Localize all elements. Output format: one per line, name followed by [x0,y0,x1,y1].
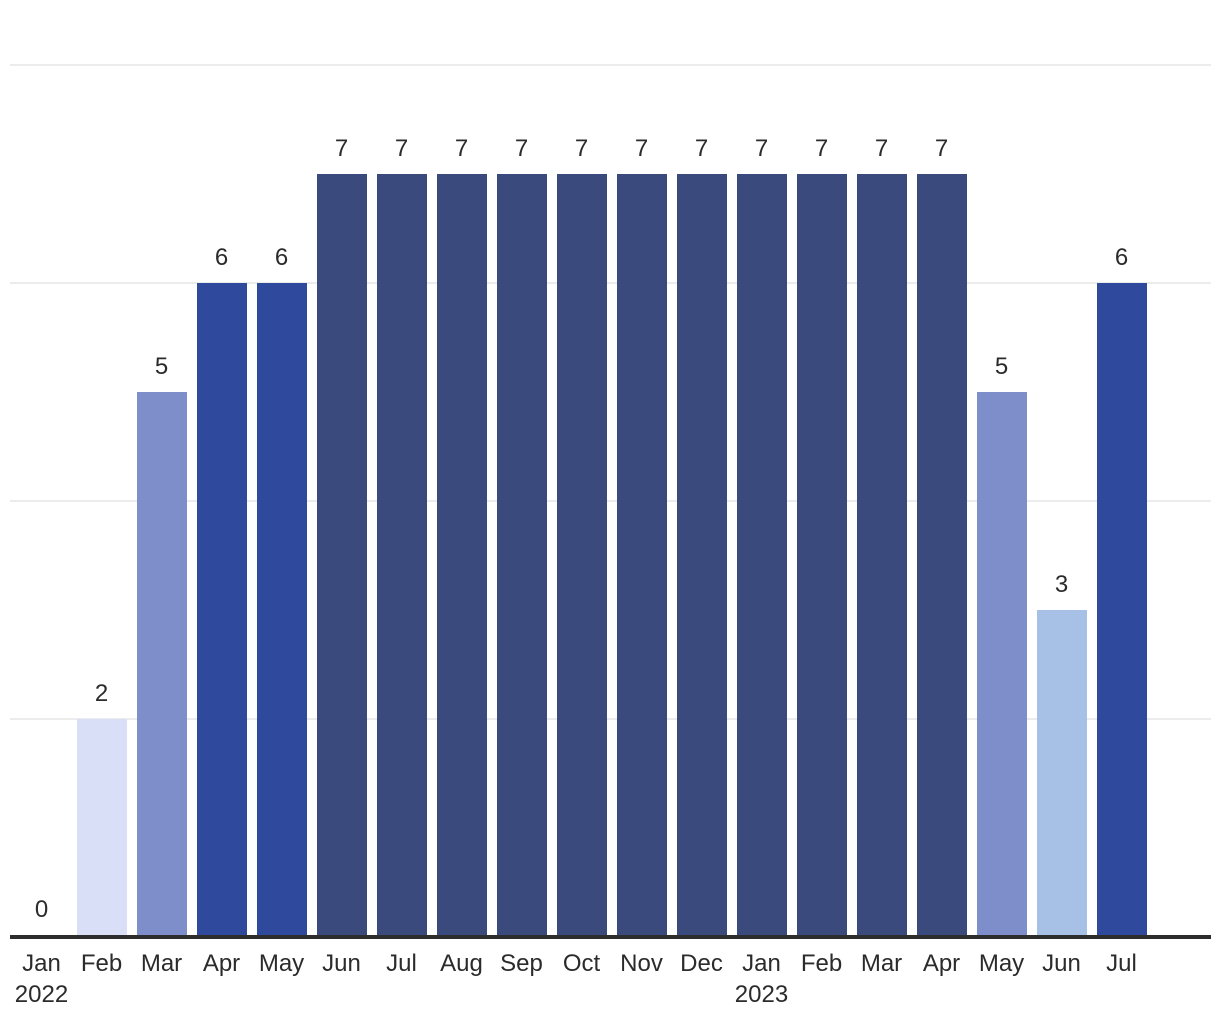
x-tick-label: Mar [140,950,183,977]
bar-value-label: 7 [574,135,589,162]
x-axis-line [10,935,1211,939]
bar-oct-9 [556,174,607,935]
x-tick-label: Jul [386,950,417,977]
bar-value-label: 7 [874,135,889,162]
x-tick-label: Aug [440,950,483,977]
bar-jul-6 [376,174,427,935]
gridline-y2 [10,718,1211,720]
x-tick-label: Oct [562,950,601,977]
bar-value-label: 6 [1114,244,1129,271]
bar-value-label: 7 [634,135,649,162]
bar-value-label: 7 [694,135,709,162]
bar-jul-18 [1096,283,1147,935]
bar-feb-13 [796,174,847,935]
bar-sep-8 [496,174,547,935]
bar-value-label: 5 [994,353,1009,380]
bar-value-label: 7 [754,135,769,162]
x-year-label: 2022 [14,981,69,1008]
x-tick-label: May [978,950,1025,977]
x-tick-label: Jun [322,950,361,977]
bar-value-label: 7 [454,135,469,162]
gridline-y4 [10,500,1211,502]
bar-feb-1 [76,719,127,935]
bar-jan-12 [736,174,787,935]
bar-value-label: 6 [274,244,289,271]
bar-value-label: 7 [934,135,949,162]
bar-may-16 [976,392,1027,935]
bar-jun-17 [1036,610,1087,935]
bar-apr-15 [916,174,967,935]
bar-nov-10 [616,174,667,935]
x-tick-label: Jan [22,950,61,977]
bar-value-label: 7 [394,135,409,162]
bar-value-label: 2 [94,680,109,707]
x-tick-label: Mar [860,950,903,977]
bar-jun-5 [316,174,367,935]
x-tick-label: Dec [680,950,723,977]
bar-value-label: 7 [814,135,829,162]
x-tick-label: Feb [800,950,843,977]
x-tick-label: Jul [1106,950,1137,977]
x-tick-label: May [258,950,305,977]
gridline-y6 [10,282,1211,284]
bar-mar-14 [856,174,907,935]
x-tick-label: Feb [80,950,123,977]
bar-may-4 [256,283,307,935]
bar-value-label: 5 [154,353,169,380]
x-tick-label: Sep [500,950,543,977]
bar-value-label: 7 [334,135,349,162]
bar-aug-7 [436,174,487,935]
x-tick-label: Jan [742,950,781,977]
x-tick-label: Nov [620,950,663,977]
x-tick-label: Jun [1042,950,1081,977]
gridline-y8 [10,64,1211,66]
bar-value-label: 0 [34,896,49,923]
bar-value-label: 6 [214,244,229,271]
bar-mar-2 [136,392,187,935]
bar-value-label: 3 [1054,571,1069,598]
bar-dec-11 [676,174,727,935]
x-year-label: 2023 [734,981,789,1008]
bar-apr-3 [196,283,247,935]
x-tick-label: Apr [202,950,241,977]
x-tick-label: Apr [922,950,961,977]
bar-value-label: 7 [514,135,529,162]
